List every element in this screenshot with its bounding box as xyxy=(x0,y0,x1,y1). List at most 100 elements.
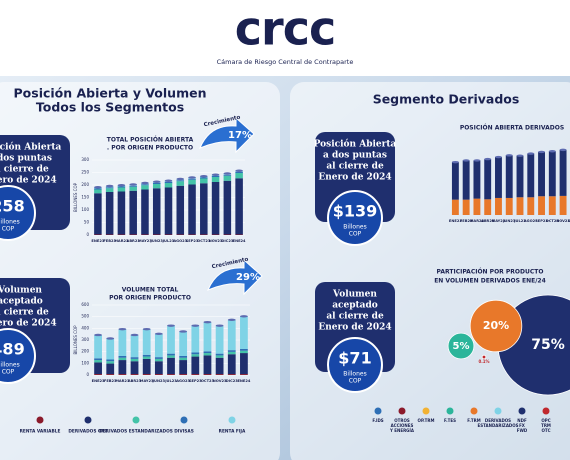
bar-segment xyxy=(484,159,492,200)
bar-segment xyxy=(130,334,139,358)
bar-segment xyxy=(118,374,127,375)
bar-segment xyxy=(94,362,102,375)
bar-top xyxy=(462,159,470,162)
bar-segment xyxy=(179,331,188,356)
bar-segment xyxy=(129,190,137,235)
bar-segment xyxy=(106,374,115,375)
legend-label: DERIVADOS OTC xyxy=(68,429,107,435)
bubble-label: 0.1% xyxy=(478,359,489,364)
growth-arrow xyxy=(207,258,263,296)
x-tick-label: ABR23 xyxy=(127,239,141,243)
x-tick-label: JUN23 xyxy=(150,239,164,243)
bar-segment xyxy=(227,374,236,375)
card-unit: Billones xyxy=(0,362,20,369)
bar-segment xyxy=(200,177,208,179)
card-label: Posición Abierta xyxy=(0,142,62,153)
legend-swatch xyxy=(446,407,454,415)
bar-segment xyxy=(141,184,149,186)
bar-segment xyxy=(191,352,200,355)
bubble-label: 5% xyxy=(453,341,470,352)
bar-top xyxy=(240,315,248,318)
bar-top xyxy=(152,180,161,183)
bar-segment xyxy=(235,234,243,235)
bar-top xyxy=(451,160,459,164)
x-tick-label: ENE23 xyxy=(449,219,462,223)
legend-swatch xyxy=(374,407,382,415)
bar-segment xyxy=(117,186,126,188)
bar-segment xyxy=(117,191,126,235)
growth-value: 29% xyxy=(236,272,260,283)
bar-segment xyxy=(215,355,224,358)
card-circle xyxy=(0,328,36,384)
legend-label: OPC xyxy=(541,418,550,423)
bar-segment xyxy=(223,180,232,235)
card-label: a dos puntas xyxy=(0,154,52,164)
legend-swatch xyxy=(518,407,526,415)
x-tick-label: JUN23 xyxy=(502,219,516,223)
bar-segment xyxy=(191,356,200,375)
bar-top xyxy=(211,173,220,176)
chart-subtitle: POR ORIGEN PRODUCTO xyxy=(109,295,191,302)
bar-segment xyxy=(164,187,173,235)
legend-swatch xyxy=(542,407,550,415)
x-tick-label: OCT23 xyxy=(197,239,211,243)
bar-top xyxy=(215,324,224,327)
bar-segment xyxy=(106,338,115,360)
bar-segment xyxy=(142,329,151,355)
bar-segment xyxy=(495,197,502,215)
bar-segment xyxy=(152,188,161,235)
x-tick-label: MAR23 xyxy=(115,379,130,383)
bar-segment xyxy=(141,234,149,235)
bar-segment xyxy=(152,183,161,184)
bar-segment xyxy=(154,333,163,358)
x-tick-label: JUL23 xyxy=(513,219,526,223)
bar-segment xyxy=(130,357,139,359)
bar-segment xyxy=(516,197,524,215)
header-subtitle: Cámara de Riesgo Central de Contraparte xyxy=(217,58,354,66)
bar-top xyxy=(141,181,149,185)
y-tick-label: 150 xyxy=(81,195,89,200)
bar-top xyxy=(129,183,137,186)
card-value: 258 xyxy=(0,197,25,216)
bar-top xyxy=(94,186,102,189)
bar-top xyxy=(538,150,545,154)
bar-top xyxy=(548,150,556,153)
x-tick-label: ENE23 xyxy=(91,239,104,243)
bar-segment xyxy=(154,358,163,362)
x-tick-label: MAR23 xyxy=(470,219,485,223)
bar-segment xyxy=(105,234,114,235)
x-tick-label: ABR23 xyxy=(481,219,495,223)
card-unit: COP xyxy=(349,231,362,238)
y-axis-label: BILLONES COP xyxy=(73,182,78,212)
bar-top xyxy=(105,184,114,188)
card-label: aceptado xyxy=(0,297,43,307)
bar-segment xyxy=(495,157,502,198)
bar-segment xyxy=(188,179,196,185)
bar-segment xyxy=(141,185,149,190)
x-tick-label: DIC23 xyxy=(568,219,570,223)
bar-segment xyxy=(176,181,185,186)
bar-chart: POSICIÓN ABIERTA DERIVADOS ENE23FEB23MAR2… xyxy=(449,125,570,224)
bar-top xyxy=(167,324,175,327)
bubble-label: 20% xyxy=(483,319,509,332)
legend-label: OTC xyxy=(541,428,550,433)
bar-top xyxy=(200,175,208,178)
bar-top xyxy=(191,324,200,327)
y-tick-label: 100 xyxy=(81,360,89,365)
bubble xyxy=(447,332,475,360)
bar-segment xyxy=(94,374,102,375)
legend-label: DERIVADOS xyxy=(485,418,511,423)
card-label: Volumen xyxy=(332,290,377,300)
logo: crcc xyxy=(235,2,336,56)
legend-swatch xyxy=(398,407,406,415)
legend-label: DERIVADOS ESTANDARIZADOS xyxy=(99,429,173,435)
card-label: al cierre de xyxy=(326,162,384,172)
y-tick-label: 100 xyxy=(81,207,89,212)
bar-segment xyxy=(117,187,126,192)
bar-segment xyxy=(142,354,151,357)
bar-segment xyxy=(130,358,139,362)
y-tick-label: 300 xyxy=(81,157,89,162)
